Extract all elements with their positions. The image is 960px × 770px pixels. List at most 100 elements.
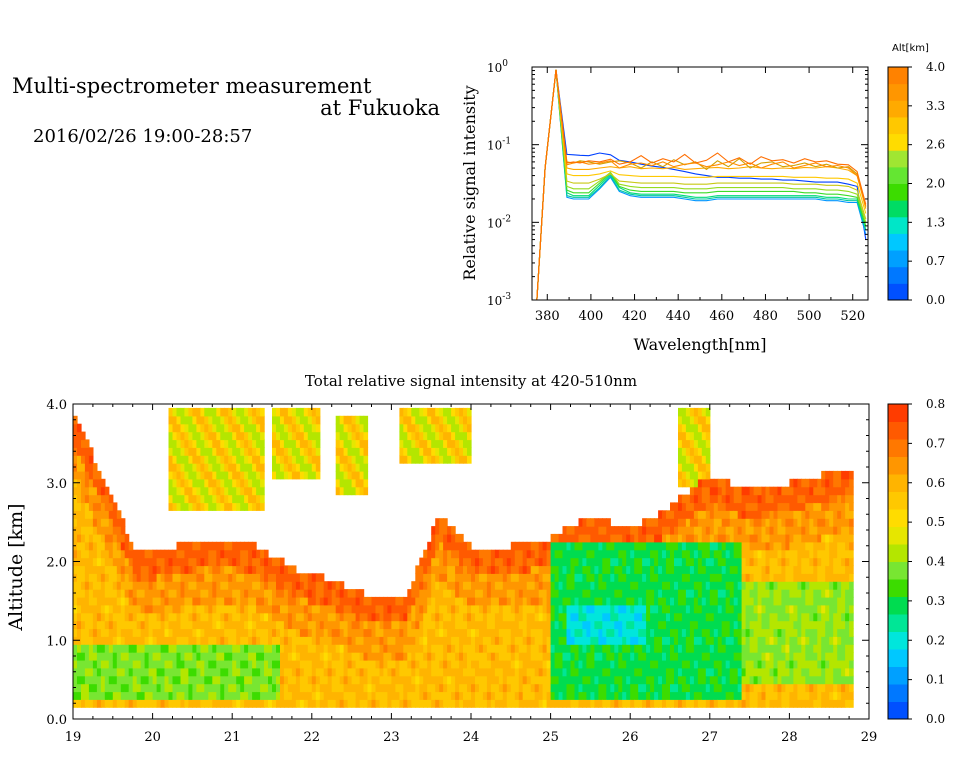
heatmap-cell: [291, 652, 297, 661]
heatmap-cell: [590, 596, 595, 606]
heatmap-cell: [224, 494, 229, 504]
heatmap-cell: [725, 644, 731, 653]
heatmap-cell: [136, 589, 142, 598]
heatmap-cell: [685, 407, 691, 417]
heatmap-cell: [423, 557, 428, 567]
heatmap-cell: [236, 455, 241, 464]
heatmap-cell: [156, 628, 162, 637]
heatmap-cell: [144, 691, 150, 700]
heatmap-cell: [610, 541, 615, 551]
heatmap-cell: [745, 486, 751, 496]
heatmap-cell: [391, 652, 396, 661]
heatmap-cell: [248, 565, 253, 574]
heatmap-cell: [363, 455, 369, 464]
heatmap-cell: [431, 644, 436, 653]
heatmap-cell: [391, 620, 396, 630]
heatmap-cell: [347, 447, 353, 456]
heatmap-cell: [116, 541, 122, 551]
heatmap-cell: [391, 628, 396, 637]
heatmap-cell: [482, 589, 488, 598]
heatmap-cell: [112, 502, 118, 511]
heatmap-chart: Total relative signal intensity at 420-5…: [5, 372, 945, 745]
heatmap-cell: [646, 691, 651, 700]
heatmap-cell: [116, 667, 122, 677]
heatmap-cell: [88, 502, 94, 511]
heatmap-cell: [538, 573, 544, 582]
heatmap-cell: [168, 620, 174, 630]
heatmap-cell: [140, 604, 146, 614]
heatmap-cell: [73, 659, 78, 669]
heatmap-cell: [693, 415, 699, 425]
heatmap-cell: [666, 636, 671, 645]
heatmap-cell: [737, 541, 743, 551]
heatmap-cell: [801, 683, 806, 693]
heatmap-cell: [793, 486, 798, 496]
heatmap-cell: [399, 455, 404, 464]
heatmap-cell: [642, 652, 647, 661]
heatmap-cell: [172, 557, 178, 567]
heatmap-cell: [371, 612, 377, 622]
heatmap-cell: [379, 652, 385, 661]
heatmap-cell: [188, 439, 193, 448]
heatmap-cell: [188, 549, 193, 559]
heatmap-cell: [455, 699, 460, 708]
heatmap-cell: [240, 628, 245, 637]
heatmap-cell: [108, 652, 114, 661]
heatmap-cell: [797, 486, 802, 496]
heatmap-cell: [120, 518, 126, 527]
heatmap-cell: [256, 557, 261, 567]
heatmap-cell: [681, 604, 687, 614]
heatmap-cell: [419, 699, 424, 708]
heatmap-cell: [367, 628, 373, 637]
heatmap-cell: [136, 549, 142, 559]
heatmap-cell: [518, 581, 524, 590]
heatmap-cell: [685, 659, 691, 669]
heatmap-cell: [586, 699, 591, 708]
heatmap-cell: [582, 604, 587, 614]
heatmap-cell: [160, 620, 166, 630]
heatmap-cell: [84, 604, 90, 614]
heatmap-cell: [299, 604, 305, 614]
heatmap-cell: [439, 415, 444, 425]
heatmap-cell: [482, 683, 488, 693]
heatmap-cell: [753, 541, 759, 551]
heatmap-cell: [375, 628, 381, 637]
heatmap-cell: [371, 636, 377, 645]
heatmap-cell: [717, 596, 723, 606]
heatmap-cell: [809, 589, 814, 598]
heatmap-cell: [479, 549, 484, 559]
heatmap-cell: [654, 620, 659, 630]
heatmap-cell: [240, 541, 245, 551]
heatmap-cell: [240, 455, 245, 464]
heatmap-cell: [291, 407, 297, 417]
heatmap-cell: [128, 644, 134, 653]
heatmap-cell: [697, 581, 703, 590]
heatmap-cell: [459, 415, 464, 425]
heatmap-cell: [769, 691, 775, 700]
heatmap-cell: [188, 691, 193, 700]
heatmap-cell: [705, 423, 711, 433]
heatmap-cell: [781, 596, 786, 606]
heatmap-cell: [280, 604, 285, 614]
heatmap-cell: [100, 581, 106, 590]
heatmap-cell: [268, 557, 273, 567]
heatmap-cell: [287, 423, 293, 433]
heatmap-cell: [92, 478, 98, 488]
heatmap-cell: [705, 415, 711, 425]
heatmap-cell: [809, 683, 814, 693]
heatmap-cell: [112, 565, 118, 574]
heatmap-cell: [467, 667, 472, 677]
heatmap-cell: [602, 526, 607, 535]
heatmap-cell: [725, 541, 731, 551]
heatmap-cell: [419, 581, 424, 590]
heatmap-cell: [315, 470, 321, 480]
heatmap-cell: [92, 510, 98, 519]
heatmap-cell: [737, 573, 743, 582]
heatmap-cell: [801, 596, 806, 606]
heatmap-cell: [769, 502, 775, 511]
heatmap-cell: [781, 636, 786, 645]
heatmap-cell: [303, 581, 309, 590]
heatmap-cell: [411, 447, 416, 456]
heatmap-cell: [240, 683, 245, 693]
heatmap-cell: [662, 557, 667, 567]
